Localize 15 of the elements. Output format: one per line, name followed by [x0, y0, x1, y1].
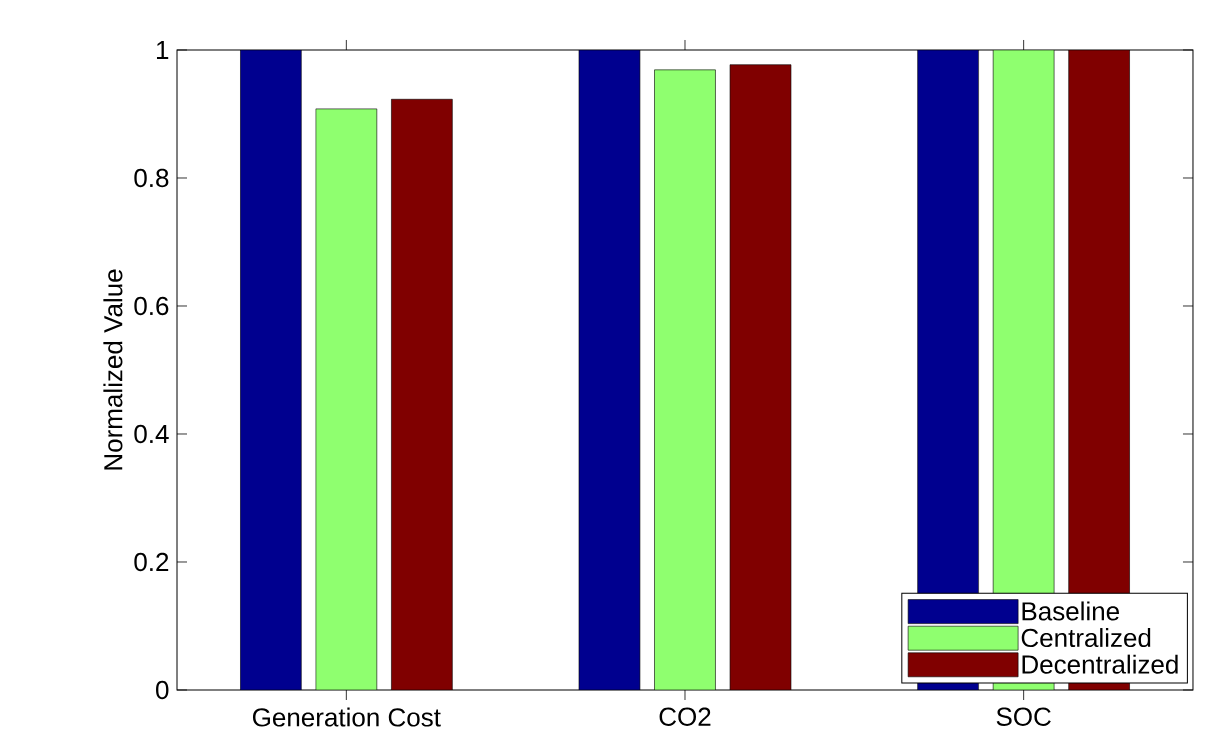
- y-tick-label: 0.6: [134, 296, 169, 316]
- x-tick-label: Generation Cost: [252, 707, 441, 727]
- y-tick-label: 0.4: [134, 424, 169, 444]
- bar: [240, 49, 302, 690]
- y-tick-label: 1: [156, 41, 169, 59]
- y-axis-title: Normalized Value: [103, 269, 123, 470]
- y-tick-label: 0.2: [134, 552, 169, 572]
- bar: [578, 49, 641, 690]
- x-tick-label: SOC: [996, 707, 1051, 726]
- x-tick-label: CO2: [659, 707, 711, 726]
- legend-label: Centralized: [1021, 628, 1151, 648]
- y-tick-label: 0: [156, 680, 169, 700]
- legend-label: Decentralized: [1022, 654, 1178, 674]
- y-tick-label: 0.8: [134, 168, 169, 188]
- legend-label: Baseline: [1022, 601, 1119, 621]
